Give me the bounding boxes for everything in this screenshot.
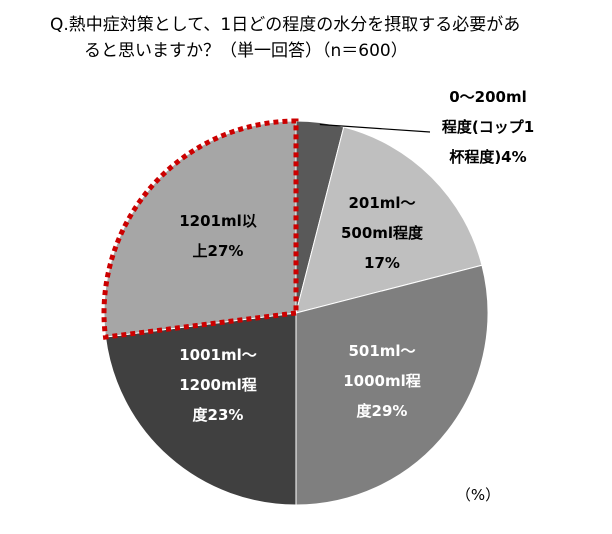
slice-label-3-line-1: 501ml～ — [348, 342, 415, 360]
slice-label-4-line-1: 1001ml～ — [179, 346, 257, 364]
slice-label-2-line-1: 201ml～ — [348, 194, 415, 212]
slice-labels: 0～200ml 程度(コップ1 杯程度)4% 201ml～ 500ml程度 17% 501m… — [179, 88, 534, 424]
slice-label-3-line-2: 1000ml程 — [343, 372, 421, 390]
pie-slice-4 — [104, 312, 297, 506]
chart-title: Q.熱中症対策として、1日どの程度の水分を摂取する必要があ ると思いますか？（単… — [50, 15, 520, 61]
title-line-2: ると思いますか？（単一回答）（n＝600） — [84, 41, 408, 61]
slice-label-5-line-2: 上27% — [193, 242, 244, 260]
pie-slice-3 — [295, 264, 489, 506]
slice-label-5: 1201ml以上27% — [179, 212, 257, 260]
slice-label-1-line-3: 杯程度)4% — [449, 148, 526, 166]
slice-label-2: 201ml～ 500ml程度 17% — [341, 194, 424, 272]
slice-label-1-line-2: 程度(コップ1 — [442, 118, 534, 136]
highlight-outline — [101, 118, 299, 340]
leader-line — [319, 123, 431, 133]
slice-label-3-line-3: 度29% — [357, 402, 408, 420]
highlight-outline-layer — [101, 118, 299, 340]
slice-label-4-line-2: 1200ml程 — [179, 376, 257, 394]
slice-label-5-line-1: 1201ml以 — [179, 212, 257, 230]
slice-label-1: 0～200ml 程度(コップ1 杯程度)4% — [442, 88, 534, 166]
slice-label-3: 501ml～ 1000ml程度29% — [343, 342, 421, 420]
unit-label: （%） — [456, 486, 500, 504]
slice-label-1-line-1: 0～200ml — [449, 88, 527, 106]
title-line-1: Q.熱中症対策として、1日どの程度の水分を摂取する必要があ — [50, 15, 520, 35]
slice-label-2-line-2: 500ml程度 — [341, 224, 424, 242]
slice-label-4: 1001ml～ 1200ml程度23% — [179, 346, 257, 424]
pie-slice-2 — [295, 126, 483, 314]
slice-label-2-line-3: 17% — [364, 254, 400, 272]
slice-label-4-line-3: 度23% — [193, 406, 244, 424]
